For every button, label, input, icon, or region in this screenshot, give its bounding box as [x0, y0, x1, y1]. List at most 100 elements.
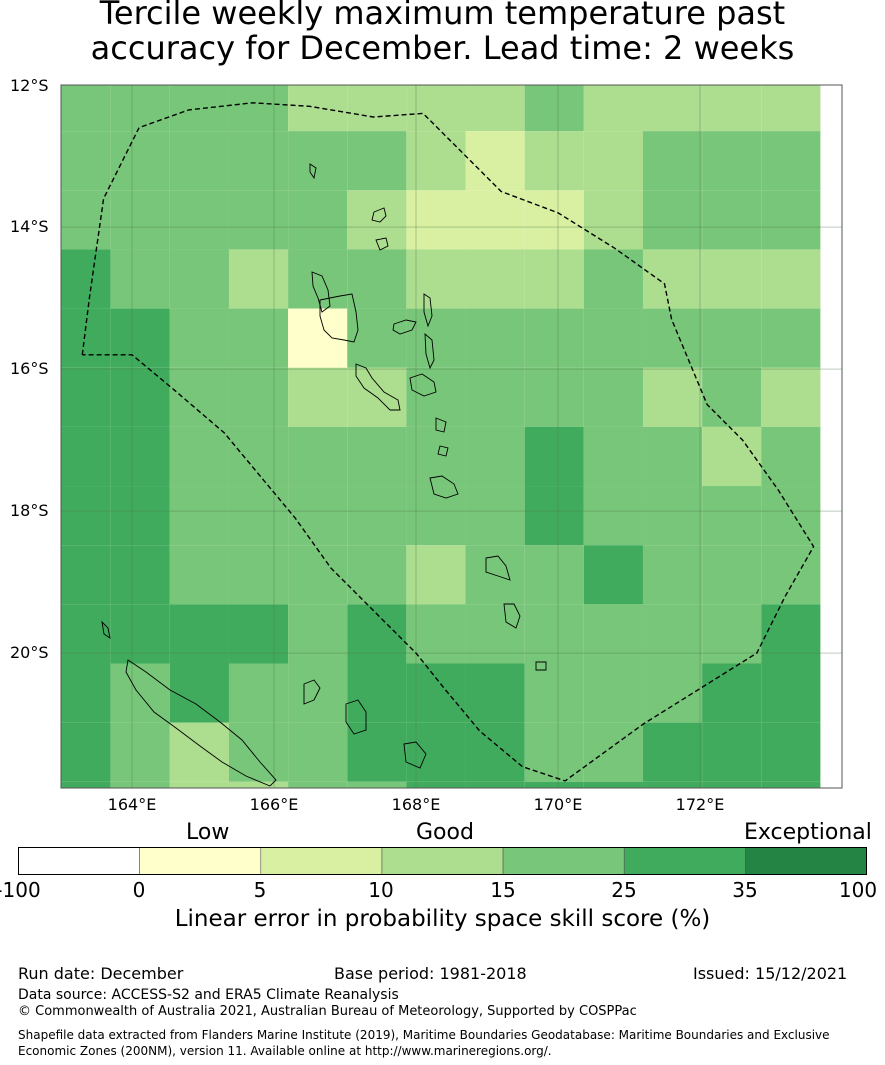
- skill-cell: [61, 604, 111, 664]
- skill-cell: [642, 249, 703, 309]
- skill-cell: [761, 604, 821, 664]
- skill-cell: [761, 545, 821, 605]
- island-outline: [435, 417, 447, 433]
- skill-cell: [110, 722, 170, 782]
- colorbar-swatch: [18, 847, 140, 875]
- skill-cell: [761, 426, 821, 487]
- skill-cell: [524, 249, 584, 309]
- skill-cell: [702, 663, 762, 723]
- skill-cell: [110, 131, 170, 191]
- skill-cell: [642, 131, 703, 191]
- skill-cell: [288, 131, 348, 191]
- skill-cell: [169, 367, 229, 427]
- skill-cell: [761, 663, 821, 723]
- colorbar-tick: -100: [0, 878, 41, 902]
- skill-cell: [702, 722, 762, 782]
- lat-label-12s: 12°S: [10, 76, 49, 95]
- colorbar-swatch: [623, 847, 746, 875]
- skill-cell: [288, 722, 348, 782]
- skill-cell: [61, 367, 111, 427]
- skill-cell: [169, 131, 229, 191]
- skill-cell: [110, 190, 170, 250]
- eez-boundary-line: [81, 102, 815, 782]
- island-outline: [345, 699, 367, 735]
- colorbar-tick: 35: [732, 878, 758, 902]
- skill-cell: [169, 308, 229, 368]
- skill-cell: [465, 781, 525, 788]
- colorbar-tick: 10: [368, 878, 394, 902]
- skill-cell: [110, 781, 170, 788]
- skill-cell: [642, 722, 703, 782]
- island-outline: [485, 555, 511, 581]
- skill-cell: [761, 722, 821, 782]
- colorbar-category-exceptional: Exceptional: [744, 820, 872, 845]
- skill-cell: [702, 85, 762, 132]
- skill-cell: [228, 85, 289, 132]
- skill-cell: [110, 308, 170, 368]
- lon-label-166e: 166°E: [249, 795, 299, 814]
- skill-cell: [228, 781, 289, 788]
- skill-cell: [524, 367, 584, 427]
- skill-cell: [61, 486, 111, 546]
- skill-cell: [702, 426, 762, 487]
- skill-cell: [288, 190, 348, 250]
- skill-cell: [169, 190, 229, 250]
- island-outline: [535, 661, 547, 671]
- colorbar-swatch: [139, 847, 262, 875]
- colorbar-tick: 5: [253, 878, 267, 902]
- skill-cell: [110, 426, 170, 487]
- skill-cell: [406, 190, 466, 250]
- skill-cell: [228, 722, 289, 782]
- skill-cell: [465, 604, 525, 664]
- skill-cell: [465, 426, 525, 487]
- skill-cell: [110, 85, 170, 132]
- title-line-1: Tercile weekly maximum temperature past: [99, 0, 786, 32]
- skill-cell: [61, 308, 111, 368]
- skill-cell: [583, 249, 643, 309]
- island-outline: [409, 373, 437, 397]
- lat-label-16s: 16°S: [10, 359, 49, 378]
- skill-cell: [61, 190, 111, 250]
- skill-cell: [465, 367, 525, 427]
- skill-cell: [524, 781, 584, 788]
- skill-cell: [228, 367, 289, 427]
- colorbar-swatch: [745, 847, 867, 875]
- island-outline: [319, 293, 359, 343]
- colorbar-swatch: [260, 847, 383, 875]
- chart-title: Tercile weekly maximum temperature past …: [0, 0, 885, 66]
- islands: [101, 163, 547, 787]
- skill-cell: [110, 486, 170, 546]
- skill-cell: [524, 131, 584, 191]
- skill-cell: [347, 249, 407, 309]
- skill-cell: [61, 249, 111, 309]
- skill-cell: [761, 131, 821, 191]
- skill-cell: [169, 426, 229, 487]
- skill-cell: [61, 545, 111, 605]
- skill-cell: [406, 308, 466, 368]
- skill-cell: [169, 545, 229, 605]
- lon-label-170e: 170°E: [533, 795, 583, 814]
- skill-cell: [702, 604, 762, 664]
- skill-cell: [583, 604, 643, 664]
- skill-cell: [288, 367, 348, 427]
- skill-cell: [761, 486, 821, 546]
- colorbar-category-low: Low: [186, 820, 230, 845]
- title-line-2: accuracy for December. Lead time: 2 week…: [90, 29, 795, 67]
- skill-cell: [169, 249, 229, 309]
- skill-cell: [583, 367, 643, 427]
- skill-cell: [110, 249, 170, 309]
- skill-cell: [228, 545, 289, 605]
- skill-cell: [61, 663, 111, 723]
- island-outline: [503, 603, 521, 629]
- skill-cell: [642, 426, 703, 487]
- skill-cell: [347, 85, 407, 132]
- skill-cell: [61, 781, 111, 788]
- skill-cell: [347, 426, 407, 487]
- skill-cell: [406, 545, 466, 605]
- skill-cell: [583, 131, 643, 191]
- island-outline: [424, 332, 435, 370]
- skill-grid: [61, 85, 821, 788]
- island-outline: [437, 445, 449, 457]
- skill-cell: [465, 249, 525, 309]
- skill-cell: [110, 545, 170, 605]
